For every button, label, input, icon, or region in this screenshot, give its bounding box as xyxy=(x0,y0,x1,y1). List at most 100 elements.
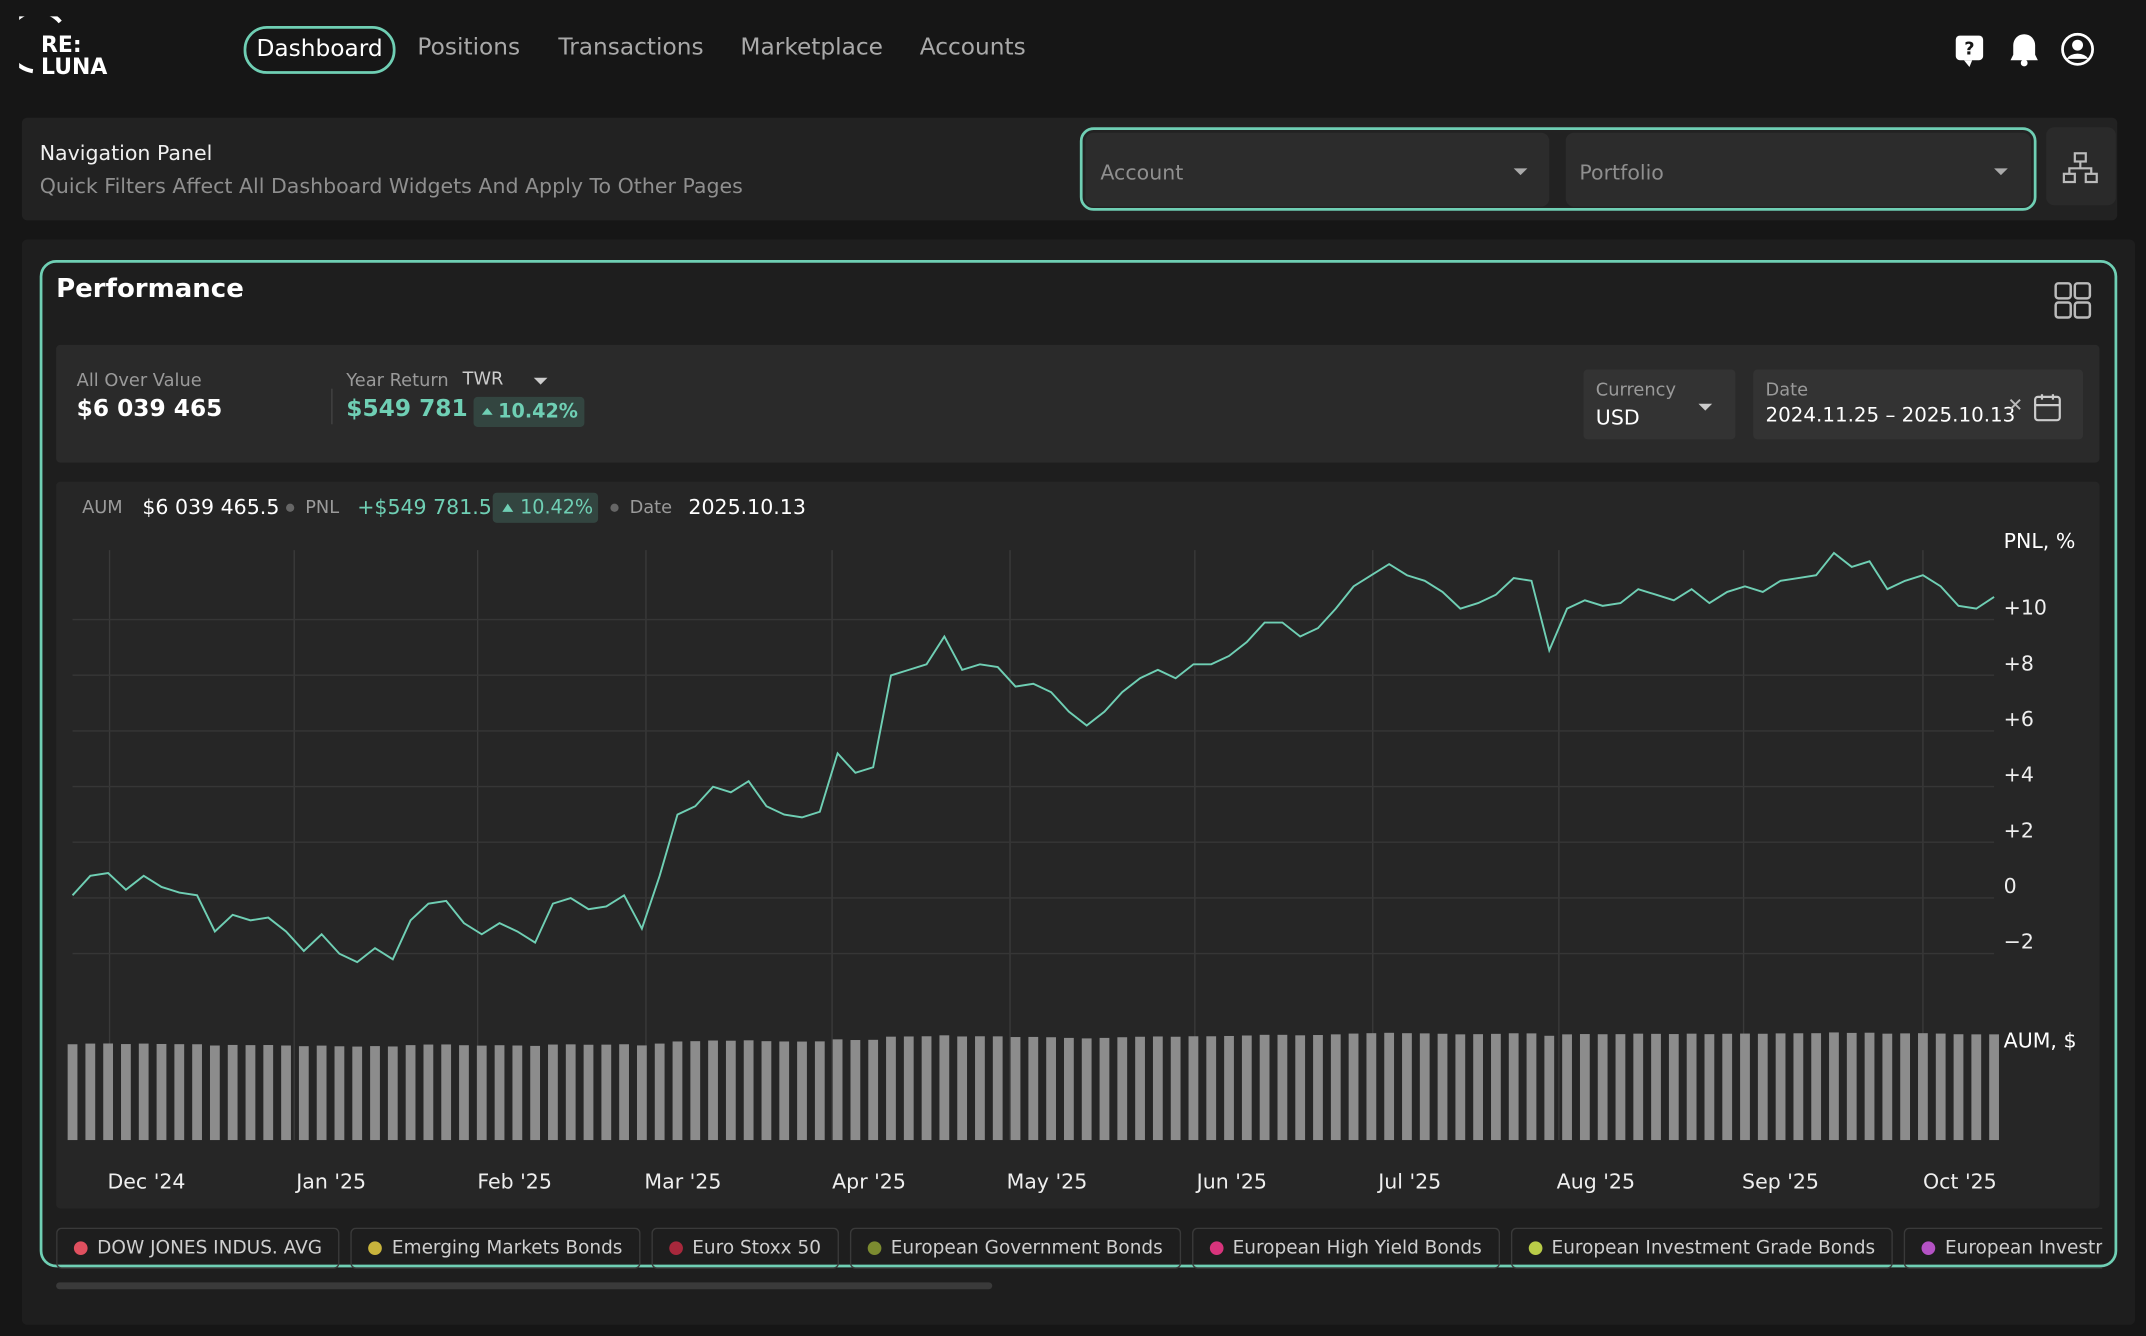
aum-bar xyxy=(548,1044,558,1141)
aum-bar xyxy=(1170,1036,1181,1141)
account-select[interactable]: Account xyxy=(1085,132,1550,207)
aum-bar xyxy=(939,1035,950,1141)
field-value: USD xyxy=(1595,405,1640,430)
aum-bar xyxy=(886,1036,896,1141)
aum-bar xyxy=(192,1044,202,1141)
x-tick-label: Sep '25 xyxy=(1742,1169,1819,1193)
card-title: Performance xyxy=(56,273,244,304)
aum-bar xyxy=(565,1044,576,1141)
method-select[interactable]: TWR xyxy=(462,369,504,391)
stat-value: $549 781 xyxy=(346,395,468,423)
currency-select[interactable]: Currency USD xyxy=(1583,369,1736,440)
aum-bar xyxy=(405,1045,416,1141)
aum-bar xyxy=(209,1045,220,1141)
aum-bar xyxy=(672,1041,683,1141)
logo-text: RE: LUNA xyxy=(41,34,107,78)
aum-bar xyxy=(921,1036,932,1141)
readout-value: +$549 781.5 xyxy=(357,495,492,519)
aum-bar xyxy=(761,1041,772,1141)
svg-text:?: ? xyxy=(1964,39,1974,60)
layout-icon[interactable] xyxy=(2053,281,2094,322)
aum-bar xyxy=(298,1046,309,1141)
filter-group xyxy=(1079,127,2037,211)
y-tick-label: +6 xyxy=(2004,707,2034,731)
hierarchy-button[interactable] xyxy=(2046,127,2116,206)
aum-bar xyxy=(1597,1034,1608,1141)
aum-bar xyxy=(316,1045,327,1141)
legend-dot xyxy=(368,1241,383,1256)
aum-bar xyxy=(1188,1036,1199,1141)
x-tick-label: Aug '25 xyxy=(1557,1169,1635,1193)
aum-bar xyxy=(1419,1033,1430,1141)
aum-bar xyxy=(1918,1033,1928,1141)
aum-bar xyxy=(690,1041,701,1141)
aum-bar xyxy=(1882,1033,1893,1141)
stat-label: Year Return xyxy=(346,370,449,392)
legend-label: European Government Bonds xyxy=(890,1237,1163,1260)
aum-bar xyxy=(281,1045,291,1141)
aum-bar xyxy=(1277,1034,1288,1141)
aum-bar xyxy=(975,1036,985,1141)
nav-item[interactable]: Positions xyxy=(417,34,521,62)
legend-label: Euro Stoxx 50 xyxy=(692,1237,821,1260)
header-icons: ? xyxy=(1955,32,2094,68)
aum-bar xyxy=(1811,1033,1822,1141)
aum-bar xyxy=(779,1041,790,1141)
legend-dot xyxy=(1528,1241,1542,1256)
aum-bar xyxy=(1117,1037,1128,1141)
nav-item-active[interactable]: Dashboard xyxy=(243,26,396,74)
change-text: 10.42% xyxy=(498,401,578,423)
legend-row: DOW JONES INDUS. AVG Emerging Markets Bon… xyxy=(56,1227,2103,1269)
readout-value: 2025.10.13 xyxy=(688,495,805,519)
aum-bar xyxy=(1508,1033,1519,1141)
aum-bar xyxy=(1900,1033,1911,1141)
aum-bar xyxy=(1135,1036,1145,1141)
aum-bar xyxy=(903,1036,914,1141)
nav-item[interactable]: Marketplace xyxy=(740,34,884,62)
legend-chip[interactable]: European Investment Grade Bonds xyxy=(1510,1227,1893,1269)
aum-bar xyxy=(1864,1032,1875,1141)
aum-bar xyxy=(1579,1034,1590,1141)
aum-bar xyxy=(245,1045,256,1141)
legend-chip[interactable]: Emerging Markets Bonds xyxy=(350,1227,641,1269)
aum-bar xyxy=(1722,1033,1733,1141)
legend-chip[interactable]: DOW JONES INDUS. AVG xyxy=(56,1227,340,1269)
nav-item[interactable]: Accounts xyxy=(919,34,1026,62)
x-tick-label: May '25 xyxy=(1007,1169,1088,1193)
aum-bar xyxy=(1313,1035,1323,1141)
y-tick-label: +10 xyxy=(2004,596,2047,620)
aum-bar xyxy=(1063,1037,1074,1141)
select-placeholder: Account xyxy=(1100,160,1184,185)
aum-bar xyxy=(868,1039,879,1141)
date-field[interactable]: Date 2024.11.25 – 2025.10.13 xyxy=(1753,369,2084,440)
legend-label: DOW JONES INDUS. AVG xyxy=(97,1237,323,1260)
aum-bar xyxy=(67,1044,78,1141)
panel-subtitle: Quick Filters Affect All Dashboard Widge… xyxy=(39,173,743,199)
aum-bar xyxy=(512,1045,523,1141)
date-icons xyxy=(2009,394,2061,422)
legend-chip[interactable]: European Government Bonds xyxy=(849,1227,1181,1269)
legend-chip[interactable]: Euro Stoxx 50 xyxy=(651,1227,839,1269)
aum-bar xyxy=(1704,1034,1715,1141)
user-icon[interactable] xyxy=(2061,32,2094,66)
aum-bar xyxy=(1971,1034,1982,1141)
x-tick-label: Mar '25 xyxy=(644,1169,721,1193)
bell-icon[interactable] xyxy=(2010,34,2038,67)
aum-bar xyxy=(1473,1034,1484,1141)
performance-card xyxy=(39,260,2118,1268)
aum-bar xyxy=(708,1040,718,1141)
aum-bar xyxy=(1989,1034,1999,1141)
aum-bar xyxy=(476,1045,487,1141)
scrollbar[interactable] xyxy=(56,1282,993,1290)
legend-chip[interactable]: European High Yield Bonds xyxy=(1191,1227,1500,1269)
aum-bar xyxy=(1615,1034,1626,1141)
aum-bar xyxy=(1775,1033,1786,1141)
aum-bar xyxy=(423,1044,434,1141)
nav-item[interactable]: Transactions xyxy=(558,34,704,62)
aum-bar xyxy=(441,1044,452,1141)
readout-value: $6 039 465.5 xyxy=(142,495,279,519)
legend-chip[interactable]: European Investment xyxy=(1903,1227,2103,1269)
aum-bars xyxy=(67,1032,1999,1141)
portfolio-select[interactable]: Portfolio xyxy=(1565,132,2032,207)
